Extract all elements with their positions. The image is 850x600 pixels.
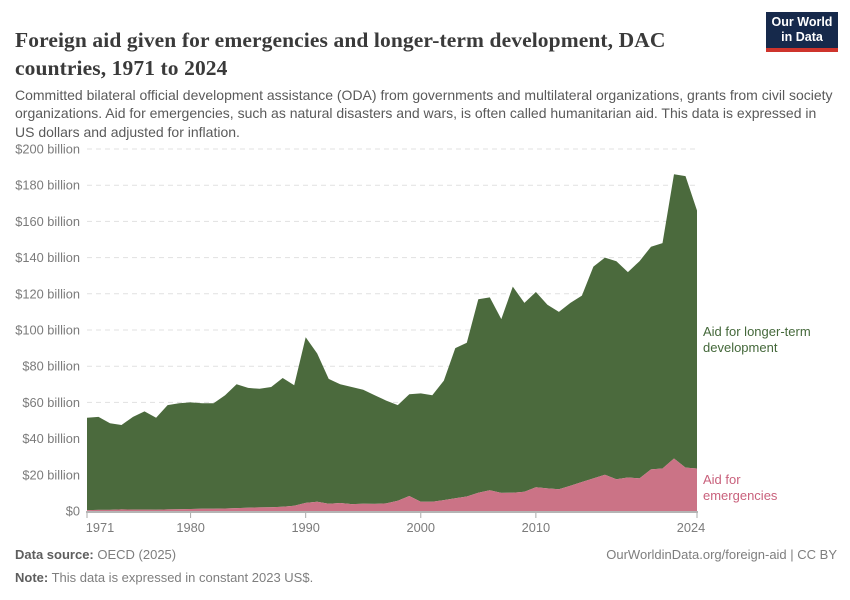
y-axis-label: $160 billion bbox=[15, 214, 80, 229]
owid-citation-link[interactable]: OurWorldinData.org/foreign-aid | CC BY bbox=[606, 547, 837, 562]
owid-logo-line1: Our World bbox=[771, 15, 833, 30]
y-axis-label: $60 billion bbox=[22, 395, 80, 410]
note-label: Note: bbox=[15, 570, 49, 585]
x-axis-label: 2024 bbox=[677, 520, 705, 535]
data-source: Data source: OECD (2025) bbox=[15, 547, 176, 562]
chart-subtitle: Committed bilateral official development… bbox=[15, 87, 833, 140]
area-aid-emergencies[interactable] bbox=[87, 458, 697, 512]
y-axis-label: $80 billion bbox=[22, 359, 80, 374]
y-axis-label: $0 bbox=[66, 504, 80, 519]
owid-logo[interactable]: Our World in Data bbox=[766, 12, 838, 52]
y-axis-label: $180 billion bbox=[15, 178, 80, 193]
x-axis-label: 1990 bbox=[291, 520, 319, 535]
x-axis-label: 1971 bbox=[86, 520, 114, 535]
owid-logo-line2: in Data bbox=[781, 30, 823, 44]
footer: Data source: OECD (2025) OurWorldinData.… bbox=[15, 547, 837, 562]
x-axis-label: 2000 bbox=[407, 520, 435, 535]
x-axis-label: 1980 bbox=[176, 520, 204, 535]
footer-note: Note: This data is expressed in constant… bbox=[15, 570, 313, 585]
y-axis-label: $200 billion bbox=[15, 142, 80, 157]
y-axis-label: $40 billion bbox=[22, 431, 80, 446]
x-axis-label: 2010 bbox=[522, 520, 550, 535]
y-axis-label: $100 billion bbox=[15, 323, 80, 338]
data-source-label: Data source: bbox=[15, 547, 94, 562]
area-aid-longer-term-development[interactable] bbox=[87, 174, 697, 511]
data-source-value: OECD (2025) bbox=[93, 547, 177, 562]
note-value: This data is expressed in constant 2023 … bbox=[48, 570, 314, 585]
chart-title: Foreign aid given for emergencies and lo… bbox=[15, 28, 666, 81]
y-axis-label: $140 billion bbox=[15, 250, 80, 265]
y-axis-label: $20 billion bbox=[22, 467, 80, 482]
y-axis-label: $120 billion bbox=[15, 286, 80, 301]
legend-label-emergencies: Aid for emergencies bbox=[703, 472, 778, 503]
legend-label-longer-term-development: Aid for longer-term development bbox=[703, 324, 811, 355]
